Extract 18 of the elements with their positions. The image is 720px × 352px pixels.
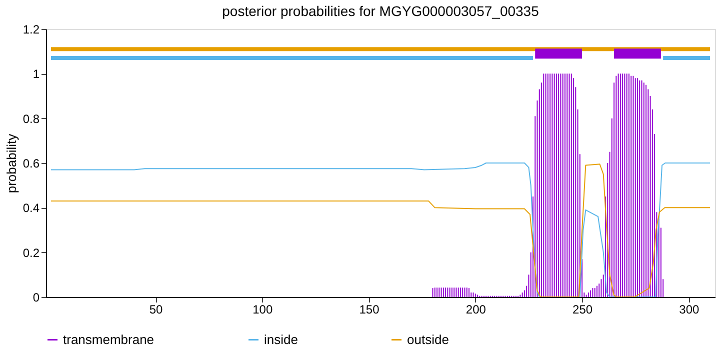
legend-label: outside [407, 332, 449, 347]
x-tick-label: 100 [252, 302, 273, 316]
x-tick-label: 50 [149, 302, 163, 316]
y-tick-label: 0.6 [22, 156, 40, 170]
x-tick-label: 200 [466, 302, 486, 316]
y-tick-label: 0.4 [22, 201, 40, 216]
chart-title: posterior probabilities for MGYG000003057_00335 [222, 3, 540, 19]
x-tick-label: 150 [359, 302, 380, 316]
legend-label: inside [264, 332, 298, 347]
x-tick-label: 250 [572, 302, 593, 316]
y-tick-label: 1.2 [22, 22, 40, 36]
y-tick-label: 0 [32, 290, 40, 304]
y-tick-label: 1 [32, 67, 40, 82]
y-axis-title: probability [4, 133, 19, 194]
y-tick-label: 0.2 [22, 246, 40, 260]
legend-label: transmembrane [63, 332, 154, 347]
y-tick-label: 0.8 [22, 112, 40, 126]
x-tick-label: 300 [679, 302, 700, 316]
